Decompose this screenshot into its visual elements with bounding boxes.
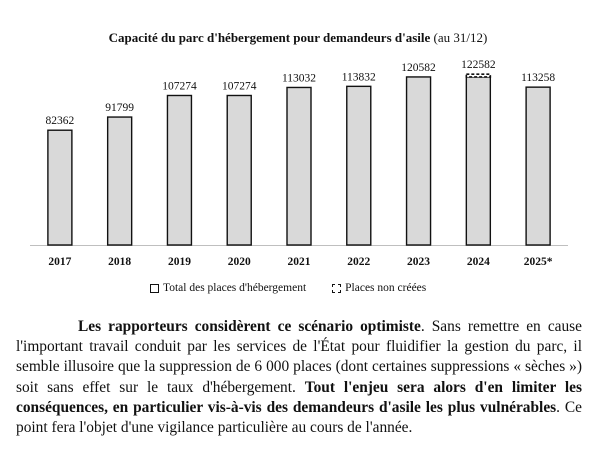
bar-2018: [106, 116, 133, 246]
bar-2025*: [525, 86, 551, 246]
x-tick-label-2022: 2022: [347, 256, 370, 268]
bar-non-creees-2024: [465, 73, 492, 78]
bar-2024: [465, 76, 492, 246]
bar-2020: [226, 94, 252, 246]
legend-swatch-non-creees: [332, 283, 342, 293]
data-label-2017: 82362: [46, 115, 75, 127]
paragraph-bold-statement: Tout l'enjeu sera alors d'en limiter les…: [16, 378, 582, 416]
x-tick-label-2025*: 2025*: [524, 256, 553, 268]
data-label-2020: 107274: [222, 80, 257, 92]
data-label-2023: 120582: [401, 62, 436, 74]
data-label-2021: 113032: [282, 72, 316, 84]
data-label-2018: 91799: [105, 102, 134, 114]
legend: Total des places d'hébergement Places no…: [150, 282, 452, 294]
legend-label-non-creees: Places non créées: [345, 282, 427, 294]
legend-swatch-total: [150, 283, 159, 293]
bar-chart: 82362 2017 91799 2018 107274 2019 107274 2020 11…: [30, 59, 568, 268]
data-label-2019: 107274: [162, 80, 197, 92]
x-tick-label-2023: 2023: [407, 256, 430, 268]
legend-item-total: Total des places d'hébergement: [150, 282, 306, 294]
paragraph-lead-bold: Les rapporteurs considèrent ce scénario …: [78, 318, 421, 335]
data-label-2025*: 113258: [521, 72, 555, 84]
bar-2019: [166, 94, 193, 246]
bar-2017: [47, 129, 73, 246]
chart-title: Capacité du parc d'hébergement pour dema…: [0, 30, 596, 46]
paragraph-middle: . Sans remettre en cause l'important tra…: [16, 318, 582, 396]
bar-2023: [405, 76, 432, 246]
data-label-2024: 122582: [461, 59, 496, 71]
body-paragraph: Les rapporteurs considèrent ce scénario …: [16, 317, 582, 438]
x-tick-label-2024: 2024: [467, 256, 490, 268]
x-tick-label-2017: 2017: [48, 256, 71, 268]
x-tick-label-2019: 2019: [168, 256, 191, 268]
legend-item-non-creees: Places non créées: [332, 282, 426, 294]
chart-subtitle: (au 31/12): [433, 30, 488, 45]
paragraph-end: . Ce point fera l'objet d'une vigilance …: [16, 398, 582, 437]
x-tick-label-2020: 2020: [228, 256, 251, 268]
x-tick-label-2018: 2018: [108, 256, 131, 268]
x-tick-label-2021: 2021: [288, 256, 311, 268]
chart-title-main: Capacité du parc d'hébergement pour dema…: [108, 30, 431, 45]
bar-2021: [286, 86, 312, 246]
bar-2022: [346, 85, 372, 246]
legend-label-total: Total des places d'hébergement: [163, 282, 307, 294]
data-label-2022: 113832: [342, 71, 376, 83]
